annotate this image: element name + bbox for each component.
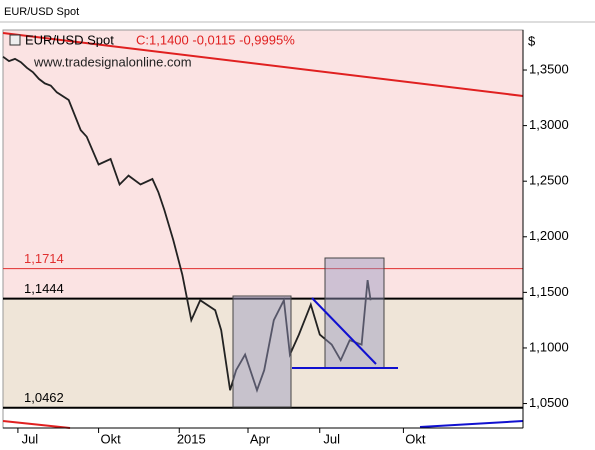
trend-line: [311, 297, 377, 365]
zone-upper: [3, 30, 523, 299]
y-tick-label: 1,2000: [529, 228, 569, 243]
x-tick-label: Apr: [250, 431, 271, 446]
trend-line: [2, 420, 71, 429]
x-tick-label: Okt: [100, 431, 121, 446]
level-label: 1,1714: [24, 251, 64, 266]
plot: 1,1714 1,1444 1,0462: [2, 55, 523, 409]
y-tick-label: 1,0500: [529, 395, 569, 410]
x-tick-label: 2015: [177, 431, 206, 446]
legend-icon: [9, 34, 21, 46]
y-unit: $: [528, 33, 536, 48]
x-tick-label: Jul: [22, 431, 39, 446]
price-line: [2, 55, 372, 393]
y-tick-label: 1,3000: [529, 117, 569, 132]
trend-line: [2, 32, 524, 97]
plot-background: [2, 29, 524, 429]
y-tick-label: 1,3500: [529, 61, 569, 76]
y-tick-label: 1,2500: [529, 173, 569, 188]
level-label: 1,1444: [24, 281, 64, 296]
y-tick-label: 1,1000: [529, 339, 569, 354]
y-tick-label: 1,1500: [529, 284, 569, 299]
trend-line: [419, 420, 524, 428]
quote: C:1,1400 -0,0115 -0,9995%: [136, 32, 295, 47]
range-box: [232, 295, 292, 408]
watermark: www.tradesignalonline.com: [33, 54, 192, 69]
x-tick-label: Jul: [323, 431, 340, 446]
legend-label: EUR/USD Spot: [25, 32, 114, 47]
level-label: 1,0462: [24, 390, 64, 405]
tab-title: EUR/USD Spot: [4, 6, 79, 18]
range-box: [324, 257, 385, 369]
x-tick-label: Okt: [405, 431, 426, 446]
zone-middle: [3, 298, 523, 408]
